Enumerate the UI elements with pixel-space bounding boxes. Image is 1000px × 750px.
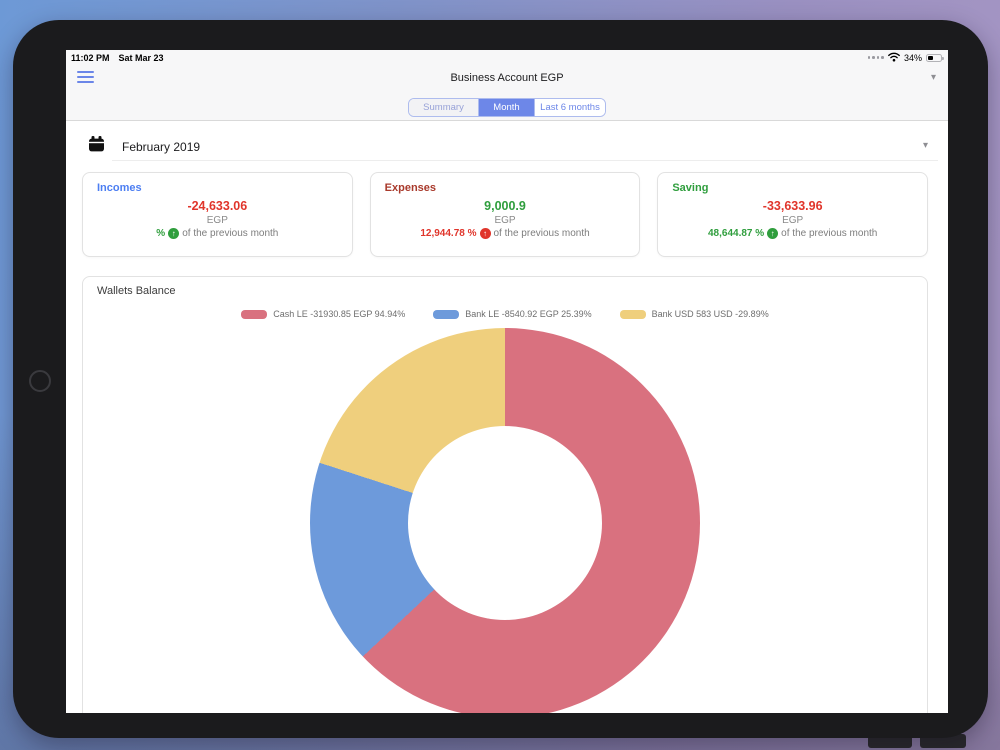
delta-text: of the previous month (781, 228, 878, 239)
card-currency: EGP (206, 215, 228, 226)
calendar-icon (88, 136, 105, 157)
wallets-donut-chart[interactable] (310, 328, 700, 713)
legend-label: Cash LE -31930.85 EGP 94.94% (273, 309, 406, 319)
app-screen: 11:02 PM Sat Mar 23 34% Business Account… (66, 50, 948, 713)
status-time: 11:02 PM (71, 52, 110, 63)
card-expenses[interactable]: Expenses 9,000.9 EGP 12,944.78 % ↑ of th… (369, 172, 641, 257)
card-value: -24,633.06 (187, 199, 248, 213)
card-delta: 48,644.87 % ↑ of the previous month (672, 228, 913, 239)
card-value: -33,633.96 (762, 199, 823, 213)
camera-icon (29, 370, 51, 392)
hamburger-icon (77, 71, 94, 74)
card-currency: EGP (782, 215, 804, 226)
divider (112, 160, 938, 161)
period-label: February 2019 (122, 140, 201, 154)
status-date: Sat Mar 23 (118, 52, 164, 63)
wallets-card: Wallets Balance Cash LE -31930.85 EGP 94… (82, 276, 928, 713)
chart-legend: Cash LE -31930.85 EGP 94.94% Bank LE -85… (83, 309, 927, 319)
card-delta: % ↑ of the previous month (97, 228, 338, 239)
battery-icon (926, 53, 944, 62)
delta-value: 12,944.78 % (420, 228, 477, 239)
cellular-signal-icon (867, 56, 884, 59)
card-title: Saving (672, 182, 709, 194)
period-row[interactable]: February 2019 ▾ (66, 129, 948, 170)
delta-text: of the previous month (182, 228, 279, 239)
legend-item-cash-le[interactable]: Cash LE -31930.85 EGP 94.94% (241, 309, 405, 319)
delta-text: of the previous month (493, 228, 590, 239)
wallets-title: Wallets Balance (97, 285, 176, 297)
card-title: Incomes (97, 182, 142, 194)
tab-last-6-months[interactable]: Last 6 months (534, 99, 605, 116)
card-title: Expenses (384, 182, 437, 194)
legend-label: Bank USD 583 USD -29.89% (651, 309, 769, 319)
legend-swatch (433, 309, 460, 319)
card-currency: EGP (494, 215, 516, 226)
legend-item-bank-le[interactable]: Bank LE -8540.92 EGP 25.39% (433, 309, 592, 319)
app-header: 11:02 PM Sat Mar 23 34% Business Account… (66, 50, 948, 121)
tab-month[interactable]: Month (479, 99, 534, 116)
donut-hole (408, 426, 602, 620)
wifi-icon (888, 52, 900, 64)
account-chevron-down-icon[interactable]: ▾ (930, 72, 936, 83)
segmented-control: Summary Month Last 6 months (408, 98, 606, 117)
arrow-up-circle-icon: ↑ (767, 228, 779, 239)
arrow-up-circle-icon: ↑ (479, 228, 491, 239)
status-bar: 11:02 PM Sat Mar 23 34% (66, 50, 948, 65)
delta-value: 48,644.87 % (708, 228, 765, 239)
tab-summary[interactable]: Summary (409, 99, 479, 116)
page-title: Business Account EGP (450, 72, 564, 84)
menu-button[interactable] (77, 71, 94, 86)
legend-item-bank-usd[interactable]: Bank USD 583 USD -29.89% (619, 309, 769, 319)
delta-value: % (156, 228, 166, 239)
card-incomes[interactable]: Incomes -24,633.06 EGP % ↑ of the previo… (82, 172, 353, 257)
battery-percent: 34% (903, 52, 922, 63)
legend-swatch (619, 309, 646, 319)
card-delta: 12,944.78 % ↑ of the previous month (385, 228, 626, 239)
legend-label: Bank LE -8540.92 EGP 25.39% (465, 309, 592, 319)
arrow-up-circle-icon: ↑ (168, 228, 180, 239)
card-saving[interactable]: Saving -33,633.96 EGP 48,644.87 % ↑ of t… (657, 172, 929, 257)
period-chevron-down-icon[interactable]: ▾ (922, 140, 928, 151)
cards-row: Incomes -24,633.06 EGP % ↑ of the previo… (82, 172, 929, 257)
legend-swatch (241, 309, 268, 319)
card-value: 9,000.9 (484, 199, 526, 213)
